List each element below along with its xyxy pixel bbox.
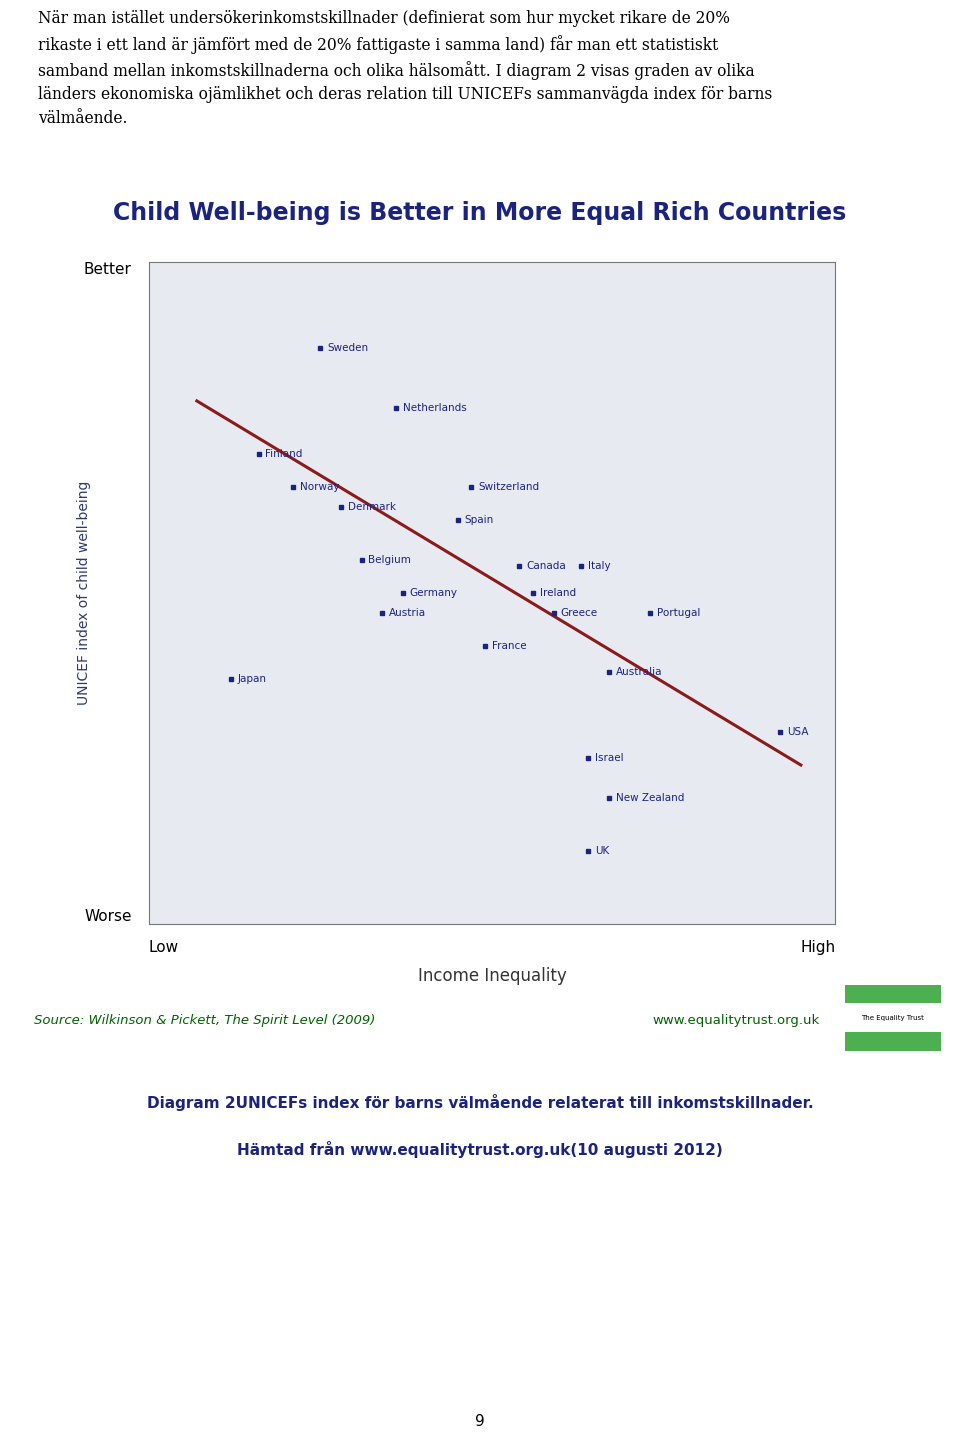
Text: När man istället undersökerinkomstskillnader (definierat som hur mycket rikare d: När man istället undersökerinkomstskilln…	[38, 10, 773, 127]
Text: Hämtad från www.equalitytrust.org.uk(10 augusti 2012): Hämtad från www.equalitytrust.org.uk(10 …	[237, 1141, 723, 1158]
Text: Diagram 2UNICEFs index för barns välmående relaterat till inkomstskillnader.: Diagram 2UNICEFs index för barns välmåen…	[147, 1094, 813, 1112]
Text: High: High	[800, 940, 835, 956]
Text: Austria: Austria	[389, 608, 426, 618]
Text: The Equality Trust: The Equality Trust	[861, 1014, 924, 1021]
Text: Source: Wilkinson & Pickett, The Spirit Level (2009): Source: Wilkinson & Pickett, The Spirit …	[34, 1014, 375, 1027]
Text: Belgium: Belgium	[369, 554, 411, 565]
Text: Israel: Israel	[595, 754, 624, 764]
Text: Child Well-being is Better in More Equal Rich Countries: Child Well-being is Better in More Equal…	[113, 201, 847, 224]
Text: Low: Low	[149, 940, 179, 956]
Bar	[845, 985, 941, 1004]
Text: Switzerland: Switzerland	[478, 482, 540, 492]
Text: Denmark: Denmark	[348, 502, 396, 512]
Text: Netherlands: Netherlands	[403, 403, 467, 413]
Text: 9: 9	[475, 1414, 485, 1429]
Text: Japan: Japan	[238, 674, 267, 684]
Text: Greece: Greece	[561, 608, 598, 618]
Text: Sweden: Sweden	[327, 343, 369, 354]
Bar	[845, 1032, 941, 1051]
Text: Germany: Germany	[410, 588, 458, 598]
Text: Finland: Finland	[266, 450, 302, 458]
Text: Norway: Norway	[300, 482, 339, 492]
Text: www.equalitytrust.org.uk: www.equalitytrust.org.uk	[653, 1014, 820, 1027]
Text: UNICEF index of child well-being: UNICEF index of child well-being	[77, 480, 90, 706]
Text: UK: UK	[595, 847, 610, 856]
Text: Better: Better	[84, 262, 132, 276]
Text: New Zealand: New Zealand	[615, 793, 684, 803]
Text: Ireland: Ireland	[540, 588, 576, 598]
Text: Italy: Italy	[588, 562, 611, 572]
Text: Worse: Worse	[84, 909, 132, 924]
Text: Portugal: Portugal	[657, 608, 700, 618]
Text: USA: USA	[787, 728, 808, 736]
Text: Canada: Canada	[526, 562, 566, 572]
Text: Income Inequality: Income Inequality	[418, 968, 566, 985]
Text: Spain: Spain	[465, 515, 493, 525]
Text: France: France	[492, 640, 527, 650]
Text: Australia: Australia	[615, 668, 662, 678]
